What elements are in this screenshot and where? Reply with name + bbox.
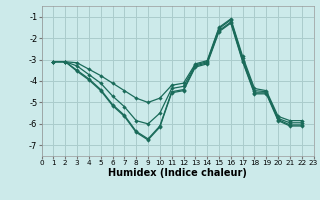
X-axis label: Humidex (Indice chaleur): Humidex (Indice chaleur) [108,168,247,178]
